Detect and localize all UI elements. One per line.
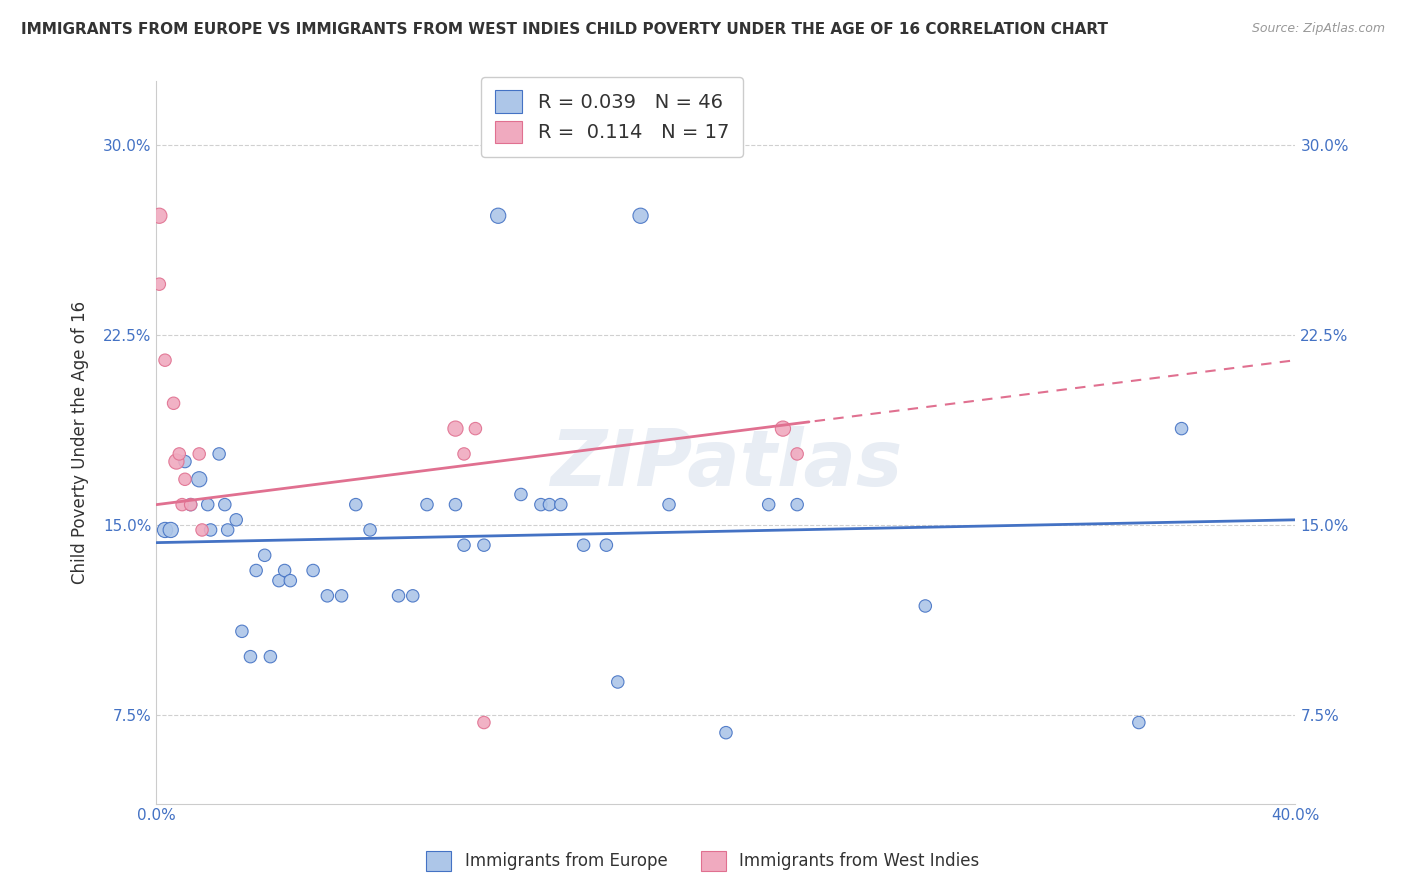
Point: [188, 447, 211, 461]
Text: Source: ZipAtlas.com: Source: ZipAtlas.com: [1251, 22, 1385, 36]
Point: [273, 564, 295, 578]
Point: [302, 564, 325, 578]
Point: [148, 277, 170, 292]
Point: [153, 523, 176, 537]
Point: [245, 564, 267, 578]
Point: [180, 498, 202, 512]
Point: [172, 498, 194, 512]
Point: [259, 649, 281, 664]
Point: [200, 523, 222, 537]
Point: [402, 589, 425, 603]
Point: [444, 421, 467, 435]
Point: [253, 549, 276, 563]
Y-axis label: Child Poverty Under the Age of 16: Child Poverty Under the Age of 16: [72, 301, 89, 584]
Point: [387, 589, 409, 603]
Point: [453, 538, 475, 552]
Point: [444, 498, 467, 512]
Point: [344, 498, 367, 512]
Point: [188, 472, 211, 486]
Point: [239, 649, 262, 664]
Point: [538, 498, 561, 512]
Legend: Immigrants from Europe, Immigrants from West Indies: Immigrants from Europe, Immigrants from …: [418, 842, 988, 880]
Point: [786, 498, 808, 512]
Point: [278, 574, 301, 588]
Legend: R = 0.039   N = 46, R =  0.114   N = 17: R = 0.039 N = 46, R = 0.114 N = 17: [481, 77, 742, 157]
Point: [630, 209, 652, 223]
Point: [416, 498, 439, 512]
Point: [153, 353, 176, 368]
Point: [148, 209, 170, 223]
Point: [714, 725, 737, 739]
Point: [267, 574, 290, 588]
Point: [162, 396, 184, 410]
Point: [159, 523, 181, 537]
Point: [225, 513, 247, 527]
Point: [510, 487, 533, 501]
Point: [914, 599, 936, 613]
Point: [786, 447, 808, 461]
Point: [1128, 715, 1150, 730]
Point: [214, 498, 236, 512]
Point: [191, 523, 214, 537]
Point: [453, 447, 475, 461]
Point: [1170, 421, 1192, 435]
Point: [464, 421, 486, 435]
Point: [217, 523, 239, 537]
Point: [316, 589, 339, 603]
Point: [758, 498, 780, 512]
Point: [231, 624, 253, 639]
Point: [169, 447, 191, 461]
Text: ZIPatlas: ZIPatlas: [550, 426, 903, 502]
Point: [165, 454, 187, 468]
Point: [180, 498, 202, 512]
Point: [174, 454, 197, 468]
Point: [572, 538, 595, 552]
Point: [174, 472, 197, 486]
Point: [772, 421, 794, 435]
Point: [550, 498, 572, 512]
Point: [359, 523, 381, 537]
Point: [606, 675, 628, 690]
Point: [530, 498, 553, 512]
Point: [330, 589, 353, 603]
Point: [595, 538, 617, 552]
Point: [197, 498, 219, 512]
Point: [658, 498, 681, 512]
Point: [472, 538, 495, 552]
Text: IMMIGRANTS FROM EUROPE VS IMMIGRANTS FROM WEST INDIES CHILD POVERTY UNDER THE AG: IMMIGRANTS FROM EUROPE VS IMMIGRANTS FRO…: [21, 22, 1108, 37]
Point: [472, 715, 495, 730]
Point: [208, 447, 231, 461]
Point: [486, 209, 509, 223]
